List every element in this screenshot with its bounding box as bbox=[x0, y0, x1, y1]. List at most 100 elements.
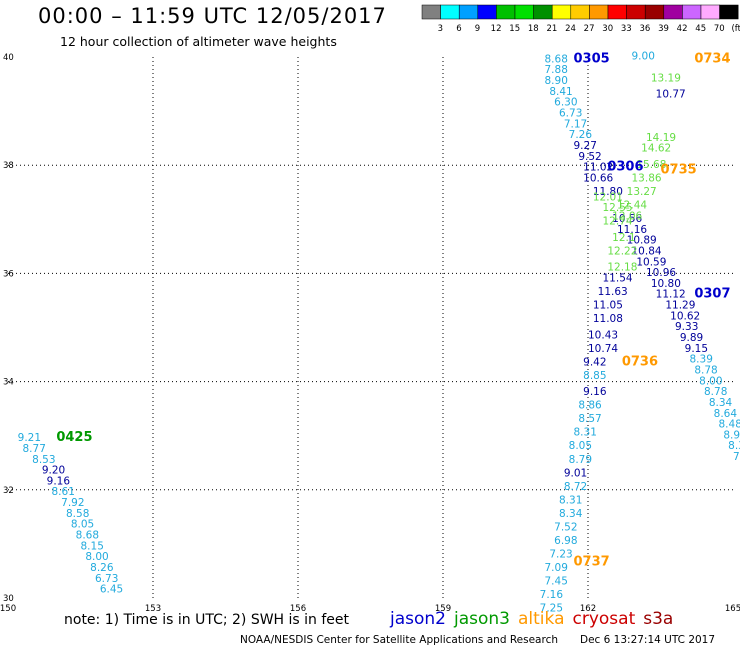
satellite-legend: jason2 jason3 altika cryosat s3a bbox=[390, 609, 681, 629]
y-tick-label: 34 bbox=[3, 378, 14, 388]
wave-height-value: 9.01 bbox=[564, 467, 587, 479]
color-scale-label: 27 bbox=[584, 24, 595, 34]
legend-cryosat: cryosat bbox=[572, 609, 636, 629]
wave-height-value: 8.68 bbox=[76, 529, 99, 541]
wave-height-value: 9.52 bbox=[578, 151, 601, 163]
wave-height-value: 8.78 bbox=[704, 386, 727, 398]
wave-height-value: 7.92 bbox=[61, 497, 84, 509]
wave-height-value: 15.68 bbox=[636, 159, 666, 171]
wave-height-value: 13.19 bbox=[651, 72, 681, 84]
pass-time-label: 0736 bbox=[622, 354, 658, 369]
wave-height-value: 6.73 bbox=[559, 108, 582, 120]
pass-time-label: 0305 bbox=[574, 51, 610, 66]
wave-height-value: 8.34 bbox=[559, 508, 583, 520]
color-scale-label: (ft) bbox=[731, 24, 740, 34]
wave-height-value: 13.27 bbox=[627, 186, 657, 198]
wave-height-value: 11.02 bbox=[583, 162, 613, 174]
wave-height-value: 8.00 bbox=[85, 551, 108, 563]
wave-height-value: 7.09 bbox=[545, 562, 568, 574]
wave-height-value: 8.9 bbox=[723, 429, 740, 441]
wave-height-value: 9.16 bbox=[583, 386, 607, 398]
wave-height-value: 9.00 bbox=[632, 51, 655, 63]
wave-height-value: 8.90 bbox=[545, 75, 568, 87]
legend-jason2: jason2 bbox=[390, 609, 446, 629]
wave-height-value: 9.16 bbox=[47, 475, 71, 487]
wave-height-value: 6.45 bbox=[100, 584, 123, 596]
wave-height-value: 8.48 bbox=[719, 419, 740, 431]
color-scale-label: 70 bbox=[714, 24, 725, 34]
wave-height-value: 10.66 bbox=[583, 172, 613, 184]
color-scale-label: 24 bbox=[565, 24, 576, 34]
y-tick-label: 30 bbox=[3, 594, 14, 604]
color-scale-label: 42 bbox=[677, 24, 688, 34]
color-scale-label: 15 bbox=[509, 24, 520, 34]
wave-height-value: 8.39 bbox=[690, 354, 713, 366]
color-scale-label: 30 bbox=[602, 24, 613, 34]
wave-height-value: 10.96 bbox=[646, 267, 676, 279]
wave-height-value: 10.62 bbox=[670, 310, 700, 322]
wave-height-value: 12.1 bbox=[612, 232, 635, 244]
wave-height-value: 8.86 bbox=[578, 400, 602, 412]
color-scale-label: 6 bbox=[456, 24, 461, 34]
wave-height-value: 10.56 bbox=[612, 213, 642, 225]
wave-height-value: 8.68 bbox=[545, 53, 568, 65]
y-tick-label: 38 bbox=[3, 161, 14, 171]
wave-height-value: 8.78 bbox=[694, 364, 717, 376]
wave-height-value: 14.62 bbox=[641, 143, 671, 155]
credit-line: NOAA/NESDIS Center for Satellite Applica… bbox=[240, 634, 558, 646]
pass-time-label: 0307 bbox=[694, 287, 730, 302]
wave-height-value: 9.20 bbox=[42, 465, 65, 477]
x-tick-label: 153 bbox=[145, 604, 161, 614]
color-swatch bbox=[719, 4, 739, 20]
wave-height-value: 10.80 bbox=[651, 278, 681, 290]
wave-height-value: 8.3 bbox=[728, 440, 740, 452]
pass-time-label: 0735 bbox=[661, 162, 697, 177]
wave-height-value: 9.27 bbox=[574, 140, 597, 152]
wave-height-value: 8.61 bbox=[52, 486, 75, 498]
wave-height-value: 11.16 bbox=[617, 224, 647, 236]
wave-height-value: 8.79 bbox=[569, 454, 592, 466]
color-scale-label: 18 bbox=[528, 24, 539, 34]
wave-height-value: 12.06 bbox=[612, 210, 642, 222]
wave-height-value: 14.19 bbox=[646, 132, 676, 144]
wave-height-value: 7.25 bbox=[540, 603, 563, 615]
legend-jason3: jason3 bbox=[454, 609, 510, 629]
wave-height-value: 8.05 bbox=[71, 519, 94, 531]
wave-height-value: 8.53 bbox=[32, 454, 55, 466]
wave-height-value: 10.43 bbox=[588, 329, 618, 341]
wave-height-value: 8.26 bbox=[90, 562, 114, 574]
wave-height-value: 7.17 bbox=[564, 118, 587, 130]
wave-height-value: 7 bbox=[733, 451, 740, 463]
wave-height-value: 6.30 bbox=[554, 97, 577, 109]
wave-height-value: 6.73 bbox=[95, 573, 118, 585]
color-scale-label: 21 bbox=[546, 24, 557, 34]
wave-height-value: 9.33 bbox=[675, 321, 698, 333]
wave-height-value: 8.05 bbox=[569, 440, 592, 452]
wave-height-value: 11.05 bbox=[593, 300, 623, 312]
legend-altika: altika bbox=[518, 609, 565, 629]
x-tick-label: 150 bbox=[0, 604, 16, 614]
wave-height-value: 11.80 bbox=[593, 186, 623, 198]
wave-height-value: 12.74 bbox=[603, 216, 633, 228]
legend-s3a: s3a bbox=[643, 609, 674, 629]
wave-height-value: 10.74 bbox=[588, 343, 618, 355]
color-scale-label: 12 bbox=[491, 24, 502, 34]
pass-time-label: 0425 bbox=[56, 430, 92, 445]
wave-height-value: 7.45 bbox=[545, 575, 568, 587]
wave-height-value: 10.59 bbox=[636, 256, 666, 268]
wave-height-value: 6.98 bbox=[554, 535, 577, 547]
color-scale-label: 36 bbox=[639, 24, 650, 34]
wave-height-value: 8.31 bbox=[574, 427, 597, 439]
wave-height-value: 7.16 bbox=[540, 589, 564, 601]
wave-height-value: 8.72 bbox=[564, 481, 587, 493]
wave-height-value: 10.77 bbox=[656, 89, 686, 101]
footnote: note: 1) Time is in UTC; 2) SWH is in fe… bbox=[64, 612, 350, 628]
wave-height-value: 12.01 bbox=[593, 191, 623, 203]
wave-height-value: 8.64 bbox=[714, 408, 738, 420]
wave-height-value: 7.52 bbox=[554, 521, 577, 533]
wave-height-value: 9.42 bbox=[583, 356, 606, 368]
wave-height-value: 11.63 bbox=[598, 286, 628, 298]
wave-height-value: 11.54 bbox=[603, 273, 633, 285]
